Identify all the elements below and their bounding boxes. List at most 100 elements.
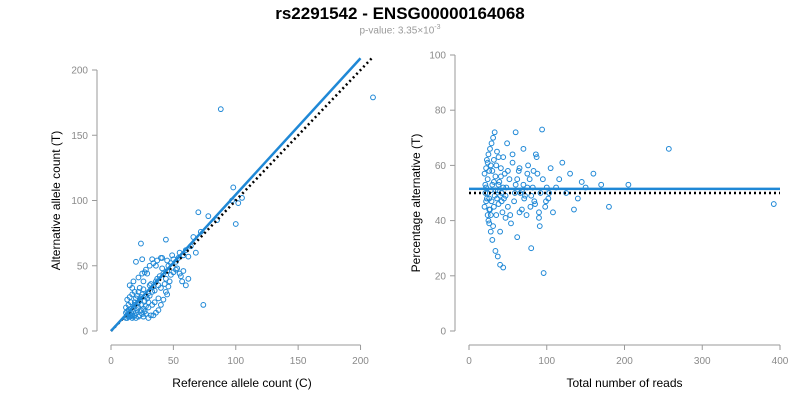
right-data-point	[487, 228, 494, 235]
left-data-point	[174, 265, 181, 272]
left-data-point	[133, 258, 139, 265]
left-data-point	[205, 213, 212, 220]
left-x-tick-label: 150	[290, 356, 307, 367]
right-data-point	[485, 151, 492, 158]
left-data-point	[140, 278, 147, 285]
left-data-point	[145, 304, 152, 311]
right-data-point	[514, 234, 521, 241]
right-data-point	[546, 190, 552, 196]
left-data-point	[179, 278, 186, 285]
right-data-point	[571, 206, 577, 213]
right-data-point	[590, 170, 597, 177]
left-data-point	[169, 252, 176, 259]
right-data-point	[574, 195, 581, 202]
left-data-point	[139, 256, 146, 263]
right-data-point	[504, 168, 511, 174]
right-data-point	[509, 151, 516, 158]
right-data-point	[606, 203, 612, 210]
pvalue-times: ×10	[417, 25, 435, 37]
left-x-axis-label: Reference allele count (C)	[172, 376, 311, 390]
left-data-point	[146, 262, 153, 269]
left-data-point	[143, 266, 149, 273]
right-data-point	[497, 173, 504, 180]
left-data-point	[150, 260, 157, 267]
left-data-point	[150, 312, 157, 319]
right-data-point	[492, 173, 499, 180]
right-data-point	[526, 176, 533, 183]
right-data-point	[531, 198, 538, 205]
left-data-point	[158, 285, 164, 291]
left-plot: 0 50 100 150 200 0 50 100 150 200 Reference allele…	[49, 56, 376, 390]
right-data-point	[490, 156, 497, 163]
left-data-point	[180, 268, 187, 274]
right-data-point	[540, 270, 547, 276]
left-x-tick-label: 100	[227, 356, 244, 367]
left-data-point	[149, 302, 156, 308]
right-data-point	[506, 176, 513, 183]
left-data-point	[130, 278, 137, 285]
chart-title: rs2291542 - ENSG00000164068	[275, 4, 525, 23]
right-data-point	[528, 192, 535, 199]
left-data-point	[126, 282, 133, 289]
right-x-axis-label: Total number of reads	[566, 376, 682, 390]
right-data-point	[483, 195, 490, 202]
right-data-point	[524, 170, 531, 177]
left-data-point	[135, 288, 142, 295]
right-data-point	[528, 245, 535, 252]
right-data-point	[500, 154, 507, 161]
left-y-tick-label: 0	[82, 327, 88, 338]
right-data-point	[487, 145, 493, 152]
left-y-tick-label: 50	[77, 261, 89, 272]
right-data-point	[489, 237, 496, 243]
right-data-point	[497, 228, 504, 235]
right-y-axis-label: Percentage alternative (T)	[409, 134, 423, 273]
right-x-tick-label: 300	[694, 356, 711, 367]
right-data-point	[515, 168, 522, 174]
right-data-point	[483, 156, 490, 163]
right-data-point	[598, 181, 605, 188]
right-data-point	[499, 209, 506, 216]
left-data-point	[235, 200, 242, 207]
right-y-tick-label: 0	[440, 327, 446, 338]
right-data-point	[484, 176, 491, 183]
left-data-point	[140, 313, 147, 320]
left-fit-line	[110, 57, 362, 332]
left-y-axis-label: Alternative allele count (T)	[49, 131, 63, 270]
right-plot: 0 100 200 300 400 0 20 40 60 80 100 Total number of…	[409, 51, 789, 391]
right-data-point	[491, 129, 498, 136]
right-data-point	[492, 248, 499, 254]
right-data-point	[533, 154, 540, 161]
right-data-point	[543, 198, 549, 205]
right-data-point	[487, 162, 494, 169]
left-data-point	[176, 270, 183, 277]
right-data-point	[502, 214, 509, 221]
right-data-point	[516, 165, 523, 172]
left-data-point	[128, 299, 134, 306]
right-data-point	[486, 220, 493, 227]
right-data-point	[512, 181, 519, 188]
right-data-point	[490, 134, 497, 141]
left-data-point	[192, 249, 199, 256]
left-data-point	[138, 307, 144, 314]
left-data-point	[160, 296, 167, 303]
left-data-point	[162, 236, 169, 243]
right-data-point	[486, 195, 493, 202]
right-data-point	[523, 212, 530, 218]
right-data-point	[494, 148, 500, 155]
right-data-point	[508, 220, 514, 227]
right-y-tick-label: 80	[435, 106, 447, 117]
right-data-point	[559, 159, 566, 166]
right-data-point	[495, 181, 502, 188]
right-data-point	[625, 181, 632, 188]
left-data-point	[134, 292, 141, 299]
left-data-point	[158, 302, 164, 308]
left-data-point	[162, 288, 169, 295]
left-data-point	[182, 282, 189, 289]
right-data-point	[482, 190, 489, 196]
right-data-point	[527, 203, 534, 210]
right-data-point	[536, 209, 542, 216]
right-data-point	[536, 214, 542, 221]
left-data-point	[185, 275, 192, 282]
right-y-tick-label: 100	[429, 51, 446, 62]
left-data-point	[165, 283, 172, 290]
